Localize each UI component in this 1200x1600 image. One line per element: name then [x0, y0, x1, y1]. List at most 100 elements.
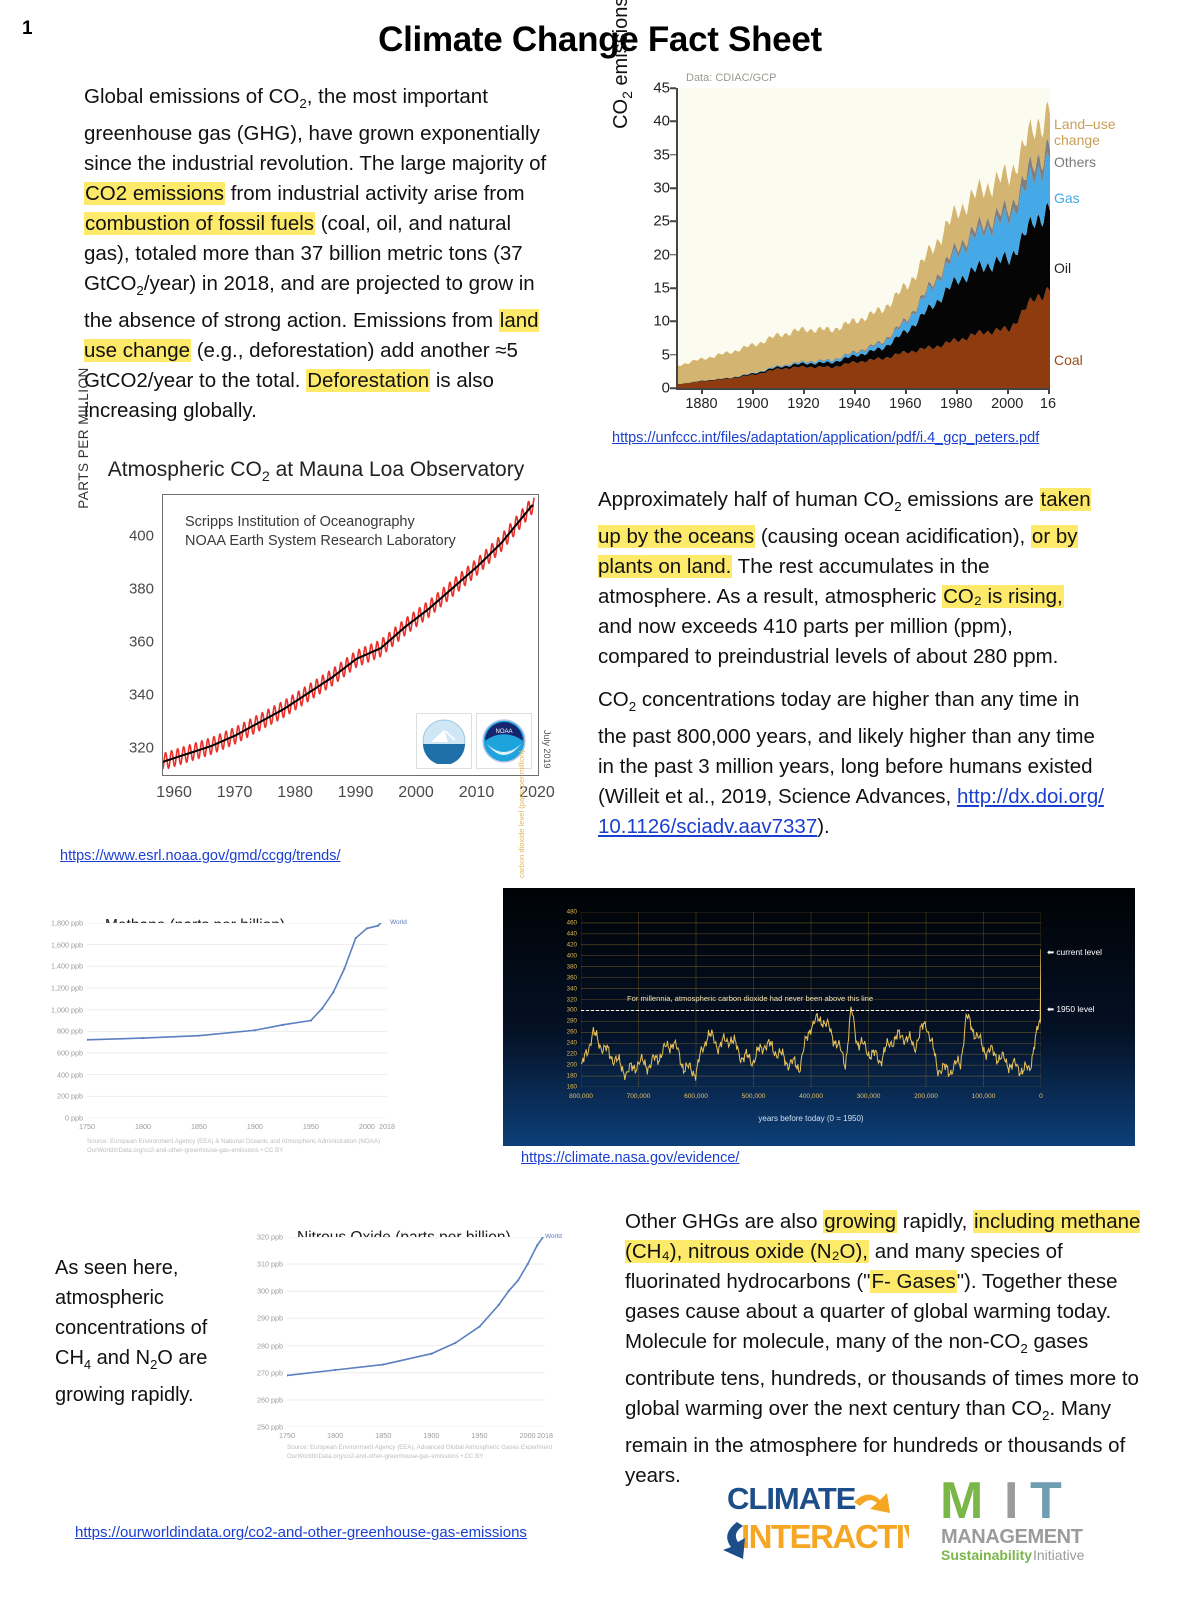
seen-here-c: O are growing rapidly. — [55, 1347, 208, 1406]
ch4-subscript: 4 — [83, 1357, 92, 1372]
y-tick-label: 290 ppb — [257, 1313, 283, 1323]
x-tick-mark — [905, 388, 907, 394]
y-tick-label: 0 — [661, 379, 670, 397]
annotation-line-1: Scripps Institution of Oceanography — [185, 514, 415, 530]
x-tick-label: 1990 — [337, 784, 374, 801]
y-tick-label: 200 ppb — [57, 1091, 83, 1101]
chart-ice-core-co2: carbon dioxide level (parts per million)… — [503, 750, 1135, 1146]
chart-nitrous-oxide-ppb: Nitrous Oxide (parts per billion) 250 pp… — [245, 1215, 575, 1475]
series-label-world: World — [545, 1233, 562, 1240]
y-tick-label: 5 — [661, 346, 670, 364]
y-tick-label: 380 — [128, 580, 154, 598]
co2-keeling-curve-svg — [163, 497, 535, 770]
y-tick-mark — [670, 153, 676, 156]
source-line-1: Source: European Environment Agency (EEA… — [287, 1444, 553, 1451]
climate-interactive-logo-icon: CLIMATE INTERACTIVE — [723, 1481, 947, 1559]
y-tick-label: 420 — [566, 941, 577, 949]
y-tick-label: 280 — [566, 1017, 577, 1025]
logo-text-initiative: Initiative — [1033, 1547, 1085, 1563]
x-tick-label: 2000 — [358, 1122, 375, 1131]
x-tick-label: 1900 — [736, 396, 769, 412]
y-tick-mark — [670, 353, 676, 356]
x-tick-mark — [1048, 388, 1050, 394]
y-tick-mark — [670, 253, 676, 256]
x-tick-label: 16 — [1039, 396, 1057, 412]
link-esrl-noaa-trends[interactable]: https://www.esrl.noaa.gov/gmd/ccgg/trend… — [60, 848, 341, 864]
y-tick-label: 45 — [653, 79, 670, 97]
y-tick-label: 440 — [566, 930, 577, 938]
stacked-area-svg — [678, 101, 1050, 388]
chart-y-axis-label: PARTS PER MILLION — [76, 367, 91, 509]
y-tick-label: 220 — [566, 1050, 577, 1058]
y-tick-label: 320 — [566, 996, 577, 1003]
link-nasa-evidence[interactable]: https://climate.nasa.gov/evidence/ — [521, 1150, 740, 1166]
link-sciadv-doi[interactable]: http://dx.doi.org/10.1126/sciadv.aav7337 — [598, 785, 1104, 839]
x-tick-label: 2018 — [537, 1431, 553, 1440]
y-tick-label: 250 ppb — [257, 1422, 283, 1432]
chart-co2-emissions-by-source: Data: CDIAC/GCP CO2 emissions (Gt CO2/yr… — [610, 0, 1116, 430]
annotation-current-label: current level — [1056, 947, 1102, 958]
x-tick-label: 1970 — [216, 784, 253, 801]
y-tick-label: 340 — [128, 686, 154, 704]
logo-text-sustainability: Sustainability — [941, 1547, 1032, 1563]
x-tick-label: 2020 — [519, 784, 555, 801]
y-tick-label: 270 ppb — [257, 1368, 283, 1378]
y-tick-mark — [670, 387, 676, 389]
x-tick-label: 2000 — [398, 784, 434, 801]
y-tick-label: 340 — [566, 985, 577, 993]
chart-annotation: Scripps Institution of Oceanography NOAA… — [185, 513, 456, 551]
past-text-b: concentrations today are higher than any… — [598, 688, 1095, 809]
x-tick-label: 2000 — [991, 396, 1024, 412]
legend-item: Gas — [1054, 190, 1080, 206]
co2-subscript: 2 — [136, 283, 144, 299]
chart-y-axis-label: carbon dioxide level (parts per million) — [517, 750, 526, 878]
other-ghgs-paragraph: Other GHGs are also growing rapidly, inc… — [625, 1207, 1160, 1491]
ocean-text-d: The rest accumulates in the atmosphere. … — [598, 555, 990, 609]
y-tick-label: 400 — [128, 527, 154, 545]
x-tick-label: 2000 — [519, 1431, 536, 1440]
legend-item: Land–use change — [1054, 116, 1116, 148]
chart-plot-area — [87, 923, 387, 1118]
source-line-2: OurWorldInData.org/co2-and-other-greenho… — [87, 1147, 284, 1154]
link-ourworldindata[interactable]: https://ourworldindata.org/co2-and-other… — [75, 1524, 527, 1541]
y-tick-label: 1,400 ppb — [51, 961, 83, 971]
y-tick-label: 15 — [653, 279, 670, 297]
legend-item: Coal — [1054, 352, 1083, 368]
y-tick-label: 240 — [566, 1039, 577, 1047]
intro-text-e: /year) in 2018, and are projected to gro… — [84, 272, 535, 333]
x-tick-label: 100,000 — [971, 1093, 996, 1100]
intro-paragraph: Global emissions of CO2, the most import… — [84, 82, 554, 426]
scripps-logo — [416, 713, 472, 769]
y-tick-label: 40 — [653, 112, 670, 130]
co2-subscript: 2 — [1042, 1408, 1050, 1424]
link-unfccc-pdf[interactable]: https://unfccc.int/files/adaptation/appl… — [612, 430, 1040, 446]
co2-subscript: 2 — [894, 499, 902, 515]
logo-text-i: I — [1004, 1472, 1018, 1530]
y-tick-label: 1,800 ppb — [51, 918, 83, 928]
y-tick-label: 300 ppb — [257, 1286, 283, 1296]
x-tick-label: 1920 — [787, 396, 820, 412]
intro-text-a: Global emissions of CO — [84, 85, 300, 108]
co2-subscript: 2 — [299, 96, 307, 112]
y-tick-mark — [670, 287, 676, 289]
chart-plot-area: Scripps Institution of Oceanography NOAA… — [162, 494, 552, 776]
chart-plot-area — [287, 1237, 545, 1427]
x-tick-label: 1950 — [471, 1431, 488, 1440]
chart-source-note: Source: European Environment Agency (EEA… — [287, 1443, 587, 1461]
threshold-note: For millennia, atmospheric carbon dioxid… — [627, 994, 874, 1004]
y-tick-label: 600 ppb — [57, 1048, 83, 1058]
chart-source-note: Source: European Environment Agency (EEA… — [87, 1137, 427, 1155]
y-tick-label: 360 — [128, 633, 154, 651]
ice-core-line-svg — [581, 912, 1041, 1087]
intro-text-d: (coal, oil, and natural gas), totaled mo… — [84, 212, 523, 296]
x-tick-label: 200,000 — [914, 1093, 938, 1100]
intro-text-g: is also increasing globally. — [84, 369, 494, 423]
page-title: Climate Change Fact Sheet — [378, 20, 822, 59]
chart-mauna-loa-co2: Atmospheric CO2 at Mauna Loa Observatory… — [66, 367, 566, 848]
logo-text-t: T — [1030, 1472, 1062, 1530]
mit-sustainability-logo: M I T MANAGEMENT Sustainability Initiati… — [938, 1472, 1128, 1564]
ocean-text-c: (causing ocean acidification), — [755, 525, 1031, 549]
x-tick-mark — [701, 388, 703, 394]
y-tick-label: 360 — [566, 974, 577, 982]
